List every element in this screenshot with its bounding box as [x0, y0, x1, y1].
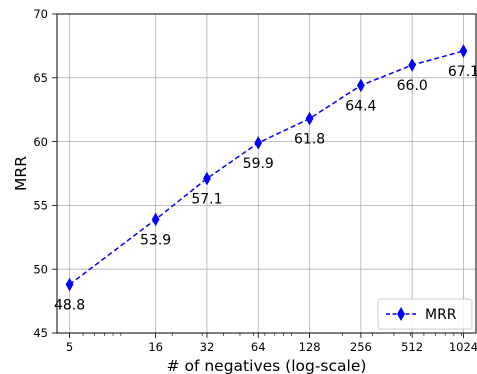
- y-tick-label: 60: [33, 135, 48, 149]
- data-point-marker: [459, 44, 468, 58]
- x-axis-ticks: 5 16 32 64 128 256 512 1024: [66, 333, 477, 354]
- data-label: 64.4: [345, 98, 376, 114]
- x-tick-label: 5: [66, 340, 73, 354]
- legend-box: [377, 298, 473, 330]
- x-tick-label: 128: [299, 340, 321, 354]
- series-mrr: [65, 44, 468, 292]
- x-tick-label: 256: [350, 340, 372, 354]
- data-label: 53.9: [140, 232, 171, 248]
- legend-label-mrr: MRR: [425, 307, 457, 323]
- data-point-marker: [408, 58, 417, 72]
- y-tick-label: 65: [33, 71, 48, 85]
- x-tick-label: 16: [148, 340, 163, 354]
- data-point-marker: [254, 136, 263, 150]
- x-axis-title: # of negatives (log-scale): [167, 357, 367, 374]
- x-tick-label: 64: [251, 340, 266, 354]
- y-tick-label: 70: [33, 7, 48, 21]
- y-tick-label: 50: [33, 262, 48, 276]
- data-label: 59.9: [243, 156, 274, 172]
- y-tick-label: 45: [33, 326, 48, 340]
- x-tick-label: 1024: [449, 340, 477, 354]
- data-label: 67.1: [448, 64, 477, 80]
- data-label: 66.0: [397, 78, 428, 94]
- legend-marker-mrr: [397, 306, 405, 322]
- x-tick-label: 512: [401, 340, 423, 354]
- plot-frame: [56, 13, 477, 334]
- y-axis-ticks: 45 50 55 60 65 70: [33, 7, 57, 340]
- data-label: 48.8: [54, 298, 85, 314]
- data-label: 57.1: [191, 192, 222, 208]
- data-point-marker: [356, 78, 365, 93]
- data-point-marker: [151, 212, 160, 227]
- legend: MRR: [377, 298, 473, 330]
- series-line-mrr: [69, 50, 464, 286]
- data-point-marker: [203, 171, 211, 186]
- data-label: 61.8: [294, 132, 325, 148]
- y-axis-title: MRR: [12, 156, 30, 191]
- data-point-marker: [305, 111, 314, 126]
- x-tick-label: 32: [200, 340, 215, 354]
- data-point-marker: [65, 277, 74, 292]
- data-labels: 48.8 53.9 57.1 59.9 61.8 64.4 66.0 67.1: [54, 64, 477, 314]
- y-tick-label: 55: [33, 199, 48, 213]
